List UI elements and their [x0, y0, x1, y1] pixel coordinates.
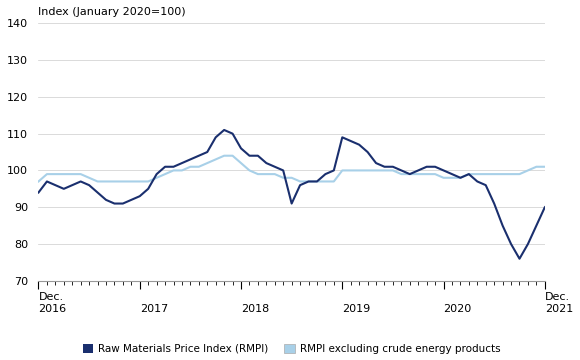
Legend: Raw Materials Price Index (RMPI), RMPI excluding crude energy products: Raw Materials Price Index (RMPI), RMPI e…: [79, 340, 505, 358]
Text: Index (January 2020=100): Index (January 2020=100): [38, 7, 186, 17]
